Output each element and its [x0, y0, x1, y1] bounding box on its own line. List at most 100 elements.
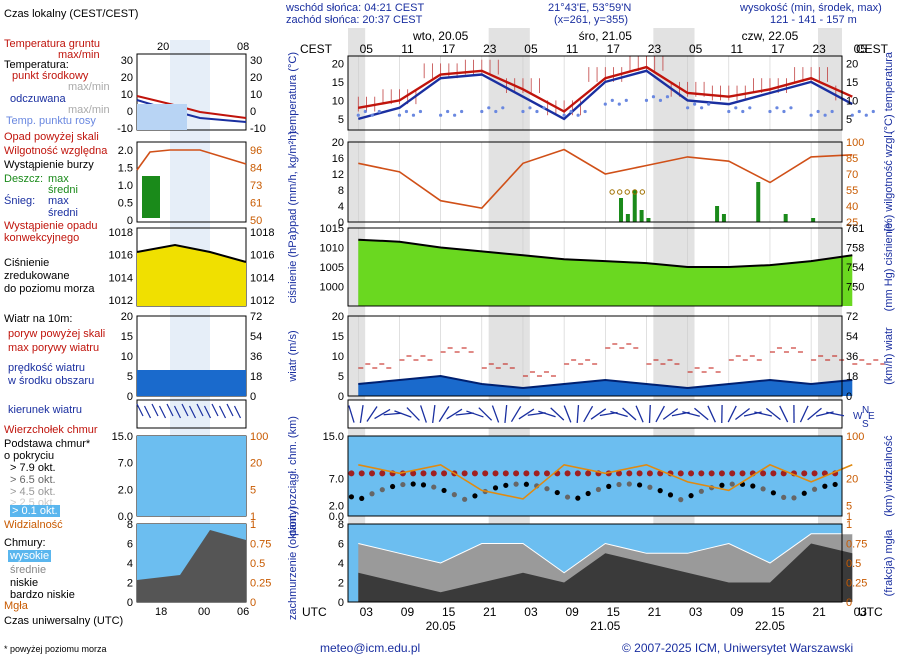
- clouds-axis-title-right: (frakcja) mgła: [883, 529, 895, 597]
- legend-cloud-base: Podstawa chmur*: [4, 438, 91, 450]
- side-wind-arrow: [203, 405, 212, 419]
- cloud-base-point: [400, 481, 406, 488]
- wind-tick-left: 20: [332, 311, 344, 323]
- compass-n: N: [862, 405, 869, 416]
- altitude-title: wysokość (min, środek, max): [740, 2, 882, 14]
- legend-wind-title: Wiatr na 10m:: [4, 313, 73, 325]
- wind-dir-arrow: [366, 406, 378, 422]
- wind-dir-arrow: [466, 410, 484, 418]
- wind-dir-arrow: [538, 410, 556, 418]
- dewpoint-point: [370, 113, 374, 117]
- cloud-top-point: [564, 470, 571, 477]
- cloud-top-point: [410, 470, 417, 477]
- utc-hour-label: 03: [854, 605, 868, 619]
- utc-hour-label: 21: [483, 605, 497, 619]
- side-tick-right: 18: [250, 371, 262, 383]
- dewpoint-point: [397, 113, 402, 117]
- precip-tick-left: 20: [332, 137, 344, 149]
- wind-dir-arrow: [682, 411, 700, 417]
- legend-pressure-2: zredukowane: [4, 270, 70, 282]
- cloud-top-point: [533, 470, 540, 477]
- wind-tick-left: 0: [338, 391, 344, 403]
- dewpoint-point: [356, 113, 360, 117]
- utc-hour-label: 03: [689, 605, 703, 619]
- side-panel-frame: [136, 399, 247, 429]
- storm-marker: [624, 189, 630, 195]
- cloud-base-point: [544, 486, 550, 492]
- fog-tick-right: 0.25: [846, 578, 867, 590]
- legend-rain: Deszcz:: [4, 173, 44, 185]
- wind-dir-arrow: [648, 404, 651, 424]
- utc-hour-label: 09: [401, 605, 415, 619]
- clouds-tick-left: 2: [338, 578, 344, 590]
- local-hour-label: 17: [442, 42, 456, 56]
- altitude-values: 121 - 141 - 157 m: [770, 14, 857, 26]
- wind-dir-arrow: [735, 407, 751, 421]
- legend-dewpoint: Temp. punktu rosy: [6, 115, 96, 127]
- temp-tick-right: 20: [846, 58, 858, 70]
- storm-marker: [632, 189, 638, 195]
- footer-email[interactable]: meteo@icm.edu.pl: [320, 641, 421, 655]
- day-label-top: śro, 21.05: [579, 29, 633, 43]
- wind-dir-arrow: [478, 407, 493, 421]
- temp-tick-left: 20: [332, 58, 344, 70]
- side-tick-left: 0.5: [118, 198, 133, 210]
- cloud-base-point: [595, 486, 602, 493]
- pressure-tick-right: 758: [846, 243, 864, 255]
- precip-tick-left: 4: [338, 201, 344, 213]
- cloud-base-point: [616, 481, 622, 488]
- dewpoint-point: [617, 102, 621, 106]
- wind-tick-left: 10: [332, 351, 344, 363]
- cloud-top-point: [369, 470, 376, 477]
- wind-tick-right: 72: [846, 311, 858, 323]
- side-tick-left: 0: [127, 106, 133, 118]
- dewpoint-point: [528, 106, 532, 110]
- side-tick-right: 1016: [250, 250, 274, 262]
- humidity-tick-right: 100: [846, 137, 864, 149]
- side-tick-left: 2.0: [118, 484, 133, 496]
- utc-hour-label: 03: [524, 605, 538, 619]
- legend-pressure-3: do poziomu morza: [4, 283, 95, 295]
- dewpoint-point: [775, 106, 779, 110]
- cloud-base-point: [636, 482, 643, 488]
- cloud-top-point: [441, 470, 448, 477]
- legend-wind-speed-2: w środku obszaru: [8, 375, 95, 387]
- side-tick-right: 0: [250, 106, 256, 118]
- storm-marker: [609, 189, 615, 195]
- legend-oct-01: > 0.1 okt.: [10, 505, 60, 517]
- cloud-base-point: [698, 488, 704, 494]
- cloud-base-point: [462, 496, 468, 502]
- side-tick-right: 72: [250, 311, 262, 323]
- side-tick-left: 4: [127, 558, 133, 570]
- wind-speed-line: [358, 374, 853, 390]
- side-tick-right: 61: [250, 198, 262, 210]
- cloud-base-point: [564, 494, 571, 500]
- cloud-top-point: [729, 470, 736, 477]
- side-humidity: [136, 149, 247, 171]
- cloud-top-point: [636, 470, 643, 477]
- legend-gust-over: poryw powyżej skali: [8, 328, 106, 340]
- cloud-top-point: [513, 470, 520, 477]
- local-hour-label: 05: [524, 42, 538, 56]
- compass-s: S: [862, 419, 869, 430]
- wind-dir-arrow: [491, 405, 500, 423]
- cloud-top-point: [770, 470, 777, 477]
- dewpoint-point: [494, 109, 498, 114]
- pressure-tick-left: 1010: [320, 243, 344, 255]
- wind-dir-arrow: [590, 408, 607, 420]
- dewpoint-point: [363, 109, 367, 114]
- utc-hour-label: 21: [812, 605, 826, 619]
- side-pressure-area: [137, 245, 246, 306]
- cloud-base-point: [379, 487, 385, 493]
- cloud-top-point: [574, 470, 581, 477]
- legend-storm: Wystąpienie burzy: [4, 159, 94, 171]
- dewpoint-point: [707, 102, 711, 106]
- pressure-frame: [347, 227, 843, 307]
- cloud-top-point: [760, 470, 767, 477]
- side-tick-left: 6: [127, 539, 133, 551]
- visibility-tick-right: 1: [846, 511, 852, 523]
- cloud-base-point: [606, 483, 612, 489]
- side-tick-right: 20: [250, 72, 262, 84]
- side-tick-left: 1016: [109, 250, 133, 262]
- wind-dir-arrow: [576, 404, 580, 424]
